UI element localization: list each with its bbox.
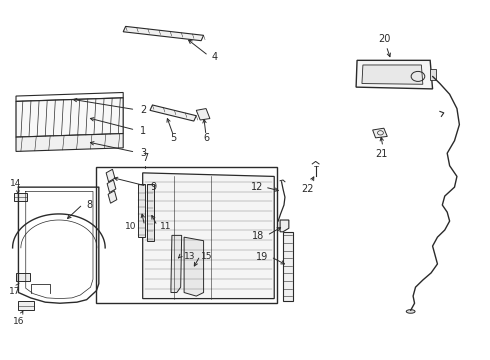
Bar [97, 167, 277, 303]
Text: 20: 20 [378, 34, 391, 44]
Polygon shape [362, 65, 423, 84]
Polygon shape [373, 128, 387, 138]
Text: 12: 12 [251, 182, 263, 192]
FancyBboxPatch shape [14, 193, 27, 202]
Polygon shape [150, 105, 196, 121]
Text: 18: 18 [252, 231, 265, 241]
Text: 11: 11 [160, 222, 171, 231]
Polygon shape [138, 184, 145, 237]
Text: 17: 17 [9, 287, 21, 296]
Text: 8: 8 [86, 200, 92, 210]
Polygon shape [283, 232, 293, 301]
Polygon shape [108, 191, 117, 203]
Text: 5: 5 [171, 133, 177, 143]
Polygon shape [280, 220, 289, 232]
Text: 4: 4 [212, 52, 218, 62]
Text: 1: 1 [140, 126, 147, 136]
Text: 21: 21 [375, 149, 388, 158]
Polygon shape [16, 98, 123, 137]
Polygon shape [107, 180, 116, 193]
Bar [19, 301, 34, 310]
Polygon shape [123, 26, 203, 41]
Polygon shape [171, 235, 182, 293]
Text: 14: 14 [10, 179, 22, 188]
Ellipse shape [406, 310, 415, 313]
Bar [16, 273, 30, 281]
Text: 22: 22 [301, 184, 314, 194]
Text: 19: 19 [256, 252, 269, 262]
Text: 2: 2 [140, 105, 147, 115]
Polygon shape [356, 60, 433, 89]
Text: 9: 9 [150, 182, 156, 192]
Text: 3: 3 [140, 148, 147, 158]
Polygon shape [196, 109, 210, 120]
Polygon shape [106, 169, 115, 182]
Polygon shape [147, 184, 154, 241]
Text: 16: 16 [13, 317, 24, 326]
Polygon shape [16, 134, 123, 152]
Text: 15: 15 [201, 252, 213, 261]
Polygon shape [184, 237, 203, 296]
Text: 13: 13 [184, 252, 196, 261]
Text: 6: 6 [203, 133, 210, 143]
Polygon shape [143, 173, 274, 298]
Text: 7: 7 [142, 153, 148, 163]
Polygon shape [430, 69, 436, 80]
Text: 10: 10 [125, 222, 137, 231]
